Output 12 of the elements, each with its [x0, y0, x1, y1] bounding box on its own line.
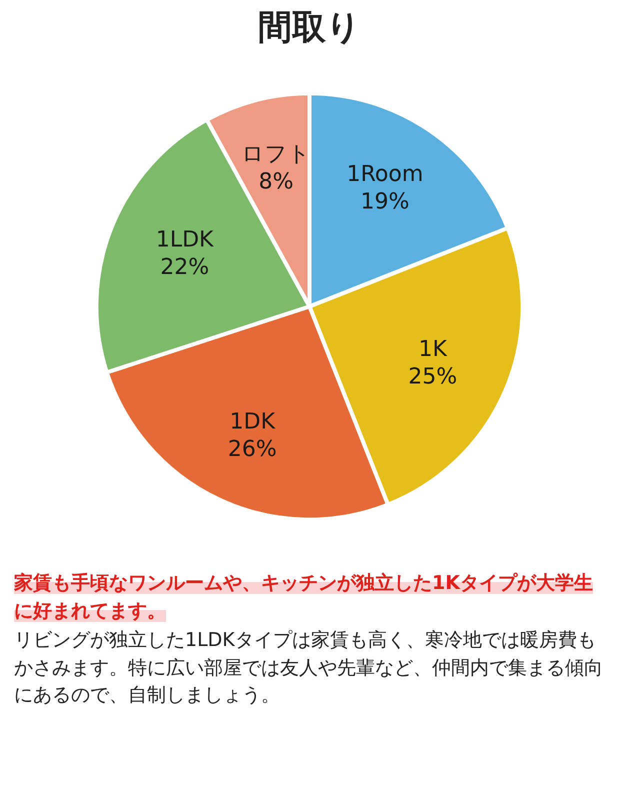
- data-label: 8%: [258, 169, 294, 194]
- slice-label: 1DK: [230, 410, 276, 435]
- data-label: 26%: [228, 437, 277, 462]
- slice-label: ロフト: [242, 142, 311, 167]
- data-label: 25%: [408, 364, 458, 390]
- text: リビングが独立した1LDKタイプは家賃も高く、寒冷地では暖房費もかさみます。特に広い部屋では友人や先輩など、仲間内で集まる傾向にあるので、自制しましょう。: [14, 628, 604, 708]
- slice-label: 1K: [418, 336, 448, 362]
- slice-label: 1Room: [346, 162, 424, 188]
- chart-title: 間取り: [258, 8, 361, 48]
- slice-label: 1LDK: [156, 228, 214, 253]
- data-label: 19%: [360, 190, 410, 215]
- data-label: 22%: [160, 255, 210, 280]
